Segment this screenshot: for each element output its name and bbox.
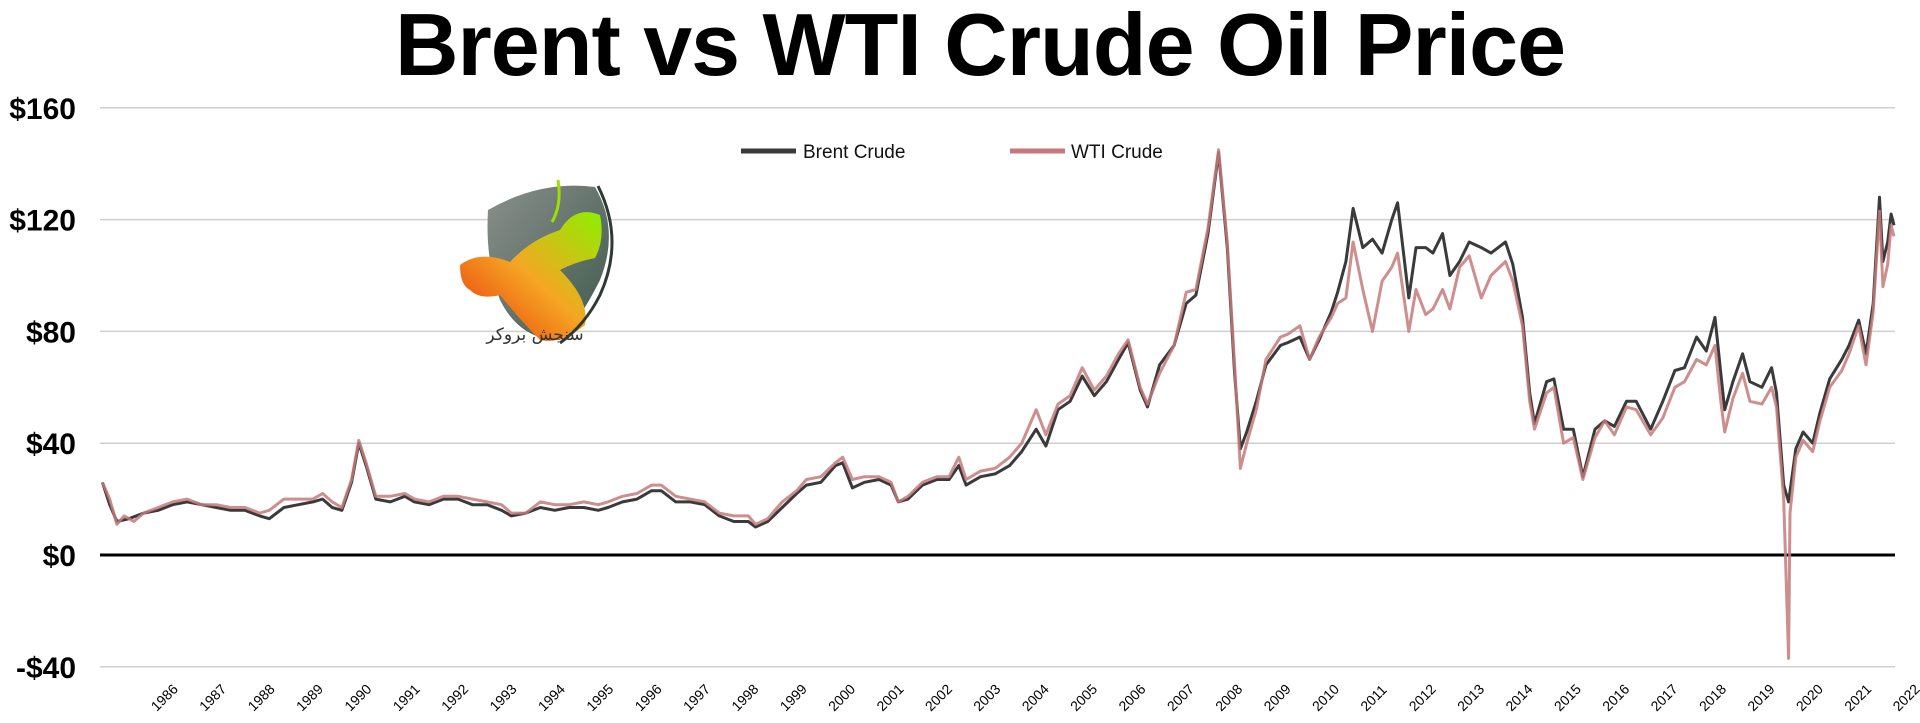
x-tick-label: 2006 (1115, 681, 1148, 714)
x-tick-label: 2002 (922, 681, 955, 714)
x-axis-ticks: 1986 1987 1988 1989 1990 1991 1992 1993 1994 1995… (148, 681, 1920, 714)
x-tick-label: 2004 (1018, 681, 1051, 714)
x-tick-label: 1993 (486, 681, 519, 714)
x-tick-label: 2001 (873, 681, 906, 714)
y-tick-label: $160 (9, 93, 76, 126)
x-tick-label: 1987 (196, 681, 229, 714)
x-tick-label: 2008 (1212, 681, 1245, 714)
x-tick-label: 2014 (1502, 681, 1535, 714)
x-tick-label: 1986 (148, 681, 181, 714)
x-tick-label: 1990 (341, 681, 374, 714)
x-tick-label: 2005 (1067, 681, 1100, 714)
x-tick-label: 1992 (438, 681, 471, 714)
series-line-wti (101, 148, 1896, 660)
x-tick-label: 2018 (1696, 681, 1729, 714)
x-tick-label: 1991 (390, 681, 423, 714)
y-tick-label: $40 (26, 428, 76, 461)
x-tick-label: 1996 (631, 681, 664, 714)
y-tick-label: $80 (26, 316, 76, 349)
broker-logo: سنجش بروکر (460, 179, 614, 345)
x-tick-label: 1999 (777, 681, 810, 714)
series-lines (100, 148, 1896, 660)
x-tick-label: 2007 (1164, 681, 1197, 714)
x-tick-label: 1997 (680, 681, 713, 714)
x-tick-label: 1989 (293, 681, 326, 714)
x-tick-label: 2015 (1551, 681, 1584, 714)
x-tick-label: 2000 (825, 681, 858, 714)
x-tick-label: 2009 (1260, 681, 1293, 714)
y-tick-label: -$40 (16, 652, 76, 685)
y-tick-label: $0 (43, 540, 76, 573)
x-tick-label: 2021 (1841, 681, 1874, 714)
gridlines (100, 107, 1895, 668)
y-tick-label: $120 (9, 205, 76, 238)
x-tick-label: 1998 (728, 681, 761, 714)
legend-label-wti: WTI Crude (1071, 142, 1163, 163)
x-tick-label: 1988 (244, 681, 277, 714)
logo-rim (559, 185, 614, 345)
legend: Brent Crude WTI Crude (741, 142, 1163, 163)
x-tick-label: 2013 (1454, 681, 1487, 714)
x-tick-label: 2012 (1406, 681, 1439, 714)
x-tick-label: 2022 (1889, 681, 1920, 714)
x-tick-label: 2003 (970, 681, 1003, 714)
logo-bull-bear (460, 212, 602, 341)
y-axis-ticks: $160 $120 $80 $40 $0 -$40 (9, 93, 76, 685)
x-tick-label: 2011 (1357, 681, 1390, 714)
legend-label-brent: Brent Crude (803, 142, 905, 163)
x-tick-label: 1995 (583, 681, 616, 714)
x-tick-label: 2016 (1599, 681, 1632, 714)
x-tick-label: 2017 (1647, 681, 1680, 714)
x-tick-label: 2020 (1793, 681, 1826, 714)
chart-title: Brent vs WTI Crude Oil Price (394, 0, 1566, 94)
x-tick-label: 2019 (1744, 681, 1777, 714)
x-tick-label: 2010 (1309, 681, 1342, 714)
series-line-brent (100, 151, 1896, 529)
x-tick-label: 1994 (535, 681, 568, 714)
logo-horn (550, 179, 561, 223)
logo-text: سنجش بروکر (485, 325, 583, 345)
